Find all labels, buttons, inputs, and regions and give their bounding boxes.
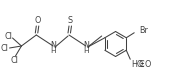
Text: O: O: [34, 16, 40, 24]
Text: Cl: Cl: [11, 56, 18, 64]
Text: Br: Br: [139, 26, 148, 35]
Text: HO: HO: [131, 60, 143, 69]
Text: C: C: [138, 60, 144, 69]
Text: Cl: Cl: [5, 32, 12, 41]
Text: Cl: Cl: [1, 43, 8, 53]
Text: H: H: [83, 48, 89, 54]
Text: S: S: [67, 16, 73, 24]
Text: H: H: [50, 48, 56, 54]
Text: O: O: [144, 60, 150, 69]
Text: N: N: [50, 41, 56, 49]
Text: N: N: [83, 41, 89, 49]
